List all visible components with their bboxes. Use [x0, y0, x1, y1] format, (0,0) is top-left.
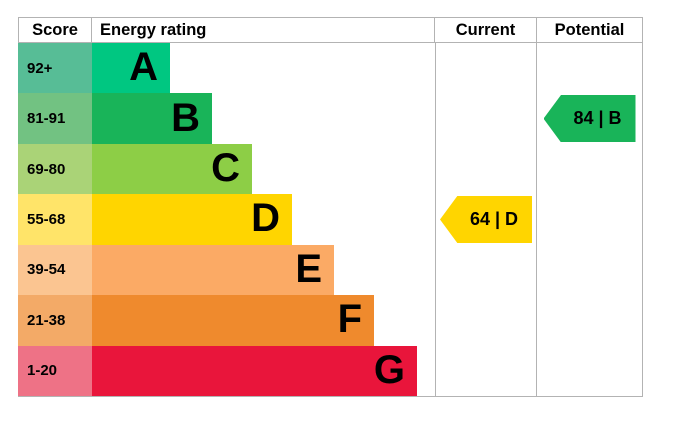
energy-band-bar: C: [92, 143, 252, 195]
score-range-cell: 39-54: [18, 244, 92, 296]
score-range-label: 1-20: [27, 362, 58, 380]
energy-band-bar: B: [92, 93, 212, 144]
potential-column-cell: [537, 345, 643, 396]
current-column-cell: [435, 93, 537, 144]
energy-band-cell: G: [92, 345, 435, 396]
band-letter: E: [295, 246, 322, 291]
band-letter: G: [373, 347, 405, 392]
potential-rating-label: 84 | B: [573, 108, 622, 129]
band-letter: D: [251, 196, 280, 241]
current-rating-arrow: 64 | D: [440, 195, 532, 244]
potential-column-cell: [537, 295, 643, 346]
current-column-cell: 64 | D: [435, 194, 537, 245]
potential-column-header: Potential: [537, 18, 643, 43]
band-letter: F: [337, 297, 362, 342]
band-letter: C: [211, 146, 240, 191]
band-letter: A: [129, 45, 158, 90]
energy-band-bar: F: [92, 295, 374, 346]
epc-rating-chart: Score Energy rating Current Potential 92…: [18, 17, 643, 397]
score-range-label: 39-54: [27, 261, 66, 279]
current-column-cell: [435, 143, 537, 195]
energy-band-cell: F: [92, 295, 435, 346]
score-range-cell: 69-80: [18, 143, 92, 195]
potential-column-cell: 84 | B: [537, 93, 643, 144]
current-column-cell: [435, 345, 537, 396]
potential-column-cell: [537, 43, 643, 94]
score-range-label: 55-68: [27, 210, 66, 228]
potential-column-cell: [537, 194, 643, 245]
potential-column-cell: [537, 244, 643, 296]
potential-rating-arrow: 84 | B: [543, 94, 636, 143]
current-rating-label: 64 | D: [469, 208, 519, 229]
energy-band-bar: D: [92, 194, 292, 245]
current-column-cell: [435, 244, 537, 296]
score-range-label: 92+: [27, 59, 53, 77]
current-column-cell: [435, 43, 537, 94]
energy-band-bar: E: [92, 244, 334, 296]
energy-rating-column-header: Energy rating: [92, 18, 435, 43]
current-column-cell: [435, 295, 537, 346]
band-letter: B: [171, 95, 200, 140]
energy-band-bar: G: [92, 345, 417, 396]
score-range-label: 69-80: [27, 160, 66, 178]
score-range-cell: 1-20: [18, 345, 92, 396]
energy-band-cell: C: [92, 143, 435, 195]
energy-band-cell: B: [92, 93, 435, 144]
score-range-label: 81-91: [27, 110, 66, 128]
potential-column-cell: [537, 143, 643, 195]
score-range-cell: 92+: [18, 43, 92, 94]
energy-band-bar: A: [92, 43, 170, 94]
score-range-label: 21-38: [27, 311, 66, 329]
current-column-header: Current: [435, 18, 537, 43]
score-column-header: Score: [18, 18, 92, 43]
score-range-cell: 81-91: [18, 93, 92, 144]
energy-band-cell: E: [92, 244, 435, 296]
score-range-cell: 21-38: [18, 295, 92, 346]
score-range-cell: 55-68: [18, 194, 92, 245]
energy-band-cell: D: [92, 194, 435, 245]
energy-band-cell: A: [92, 43, 435, 94]
